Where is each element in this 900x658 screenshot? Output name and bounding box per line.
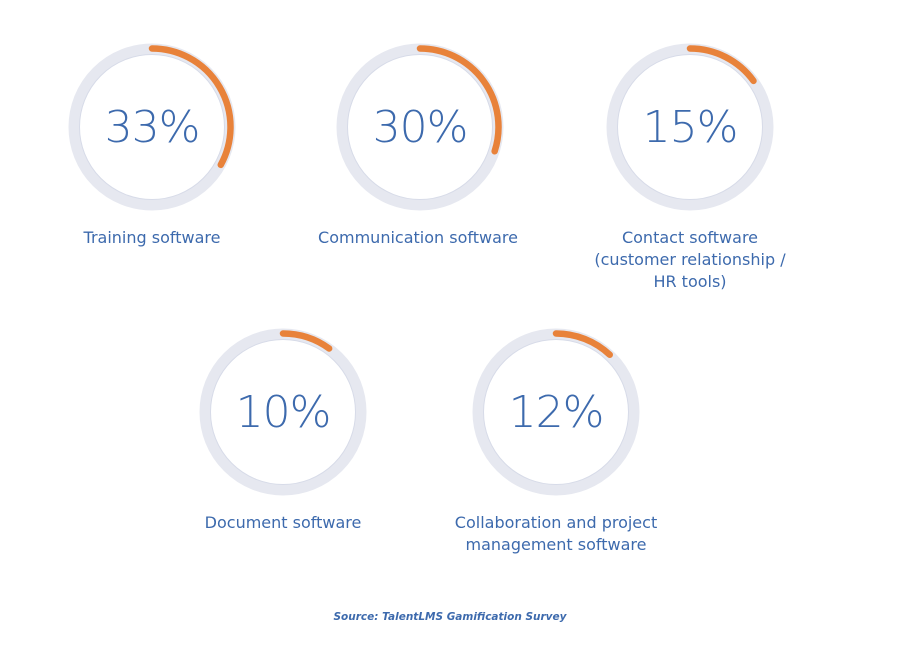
donut-ring: [199, 328, 367, 496]
donut-ring: [606, 43, 774, 211]
donut-document: 10%: [197, 326, 369, 498]
donut-label: Document software: [204, 513, 362, 532]
donut-inner-edge: [617, 54, 763, 200]
donut-inner-edge: [79, 54, 225, 200]
donut-label: Training software: [83, 228, 221, 247]
donut-inner-edge: [210, 339, 356, 485]
percent-value: 12%: [508, 386, 605, 438]
donut-progress-arc: [416, 45, 502, 155]
donut-progress-arc: [552, 330, 613, 359]
donut-ring: [68, 43, 236, 211]
donut-training: 33%: [66, 41, 238, 213]
chart-source: Source: TalentLMS Gamification Survey: [333, 611, 567, 623]
percent-value: 10%: [235, 386, 332, 438]
donut-progress-arc: [279, 330, 333, 352]
donut-collaboration: 12%: [470, 326, 642, 498]
percent-value: 30%: [372, 101, 469, 153]
donut-label: Contact software (customer relationship …: [594, 228, 786, 291]
donut-label: Collaboration and project management sof…: [454, 513, 658, 554]
donut-inner-edge: [347, 54, 493, 200]
donut-contact: 15%: [604, 41, 776, 213]
percent-value: 15%: [642, 101, 739, 153]
donut-progress-arc: [686, 45, 757, 85]
donut-ring: [336, 43, 504, 211]
percent-value: 33%: [104, 101, 201, 153]
donut-communication: 30%: [334, 41, 506, 213]
donut-label: Communication software: [318, 228, 518, 247]
donut-ring: [472, 328, 640, 496]
donut-progress-arc: [148, 45, 234, 169]
donut-inner-edge: [483, 339, 629, 485]
